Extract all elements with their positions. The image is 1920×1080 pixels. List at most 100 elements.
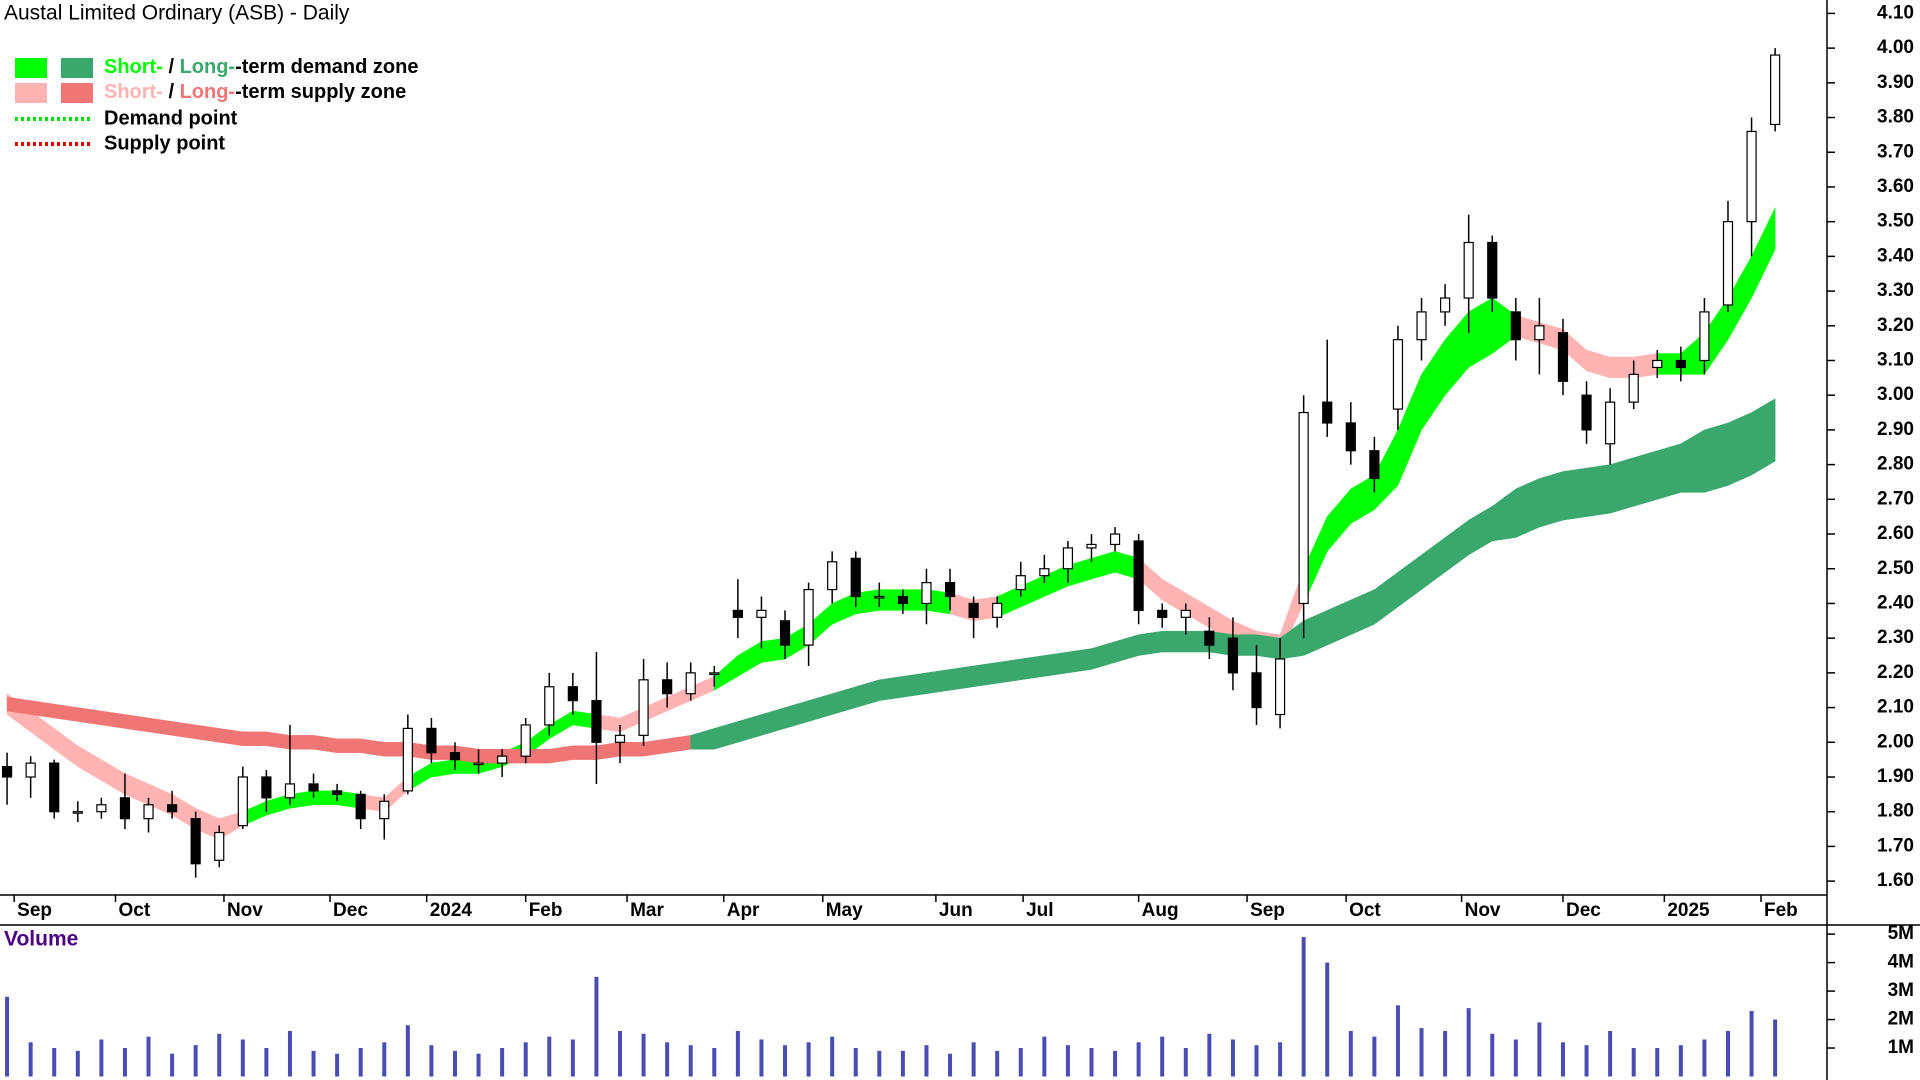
volume-bar [759, 1039, 764, 1077]
volume-bar [877, 1050, 882, 1077]
volume-bar [5, 996, 10, 1077]
volume-bar [476, 1053, 481, 1077]
y-tick-label: 2.20 [1877, 662, 1914, 683]
volume-bar [1655, 1048, 1660, 1077]
candle-body [614, 734, 626, 743]
candle-body [25, 762, 36, 778]
y-tick-label: 3.30 [1877, 280, 1914, 301]
candle-body [1605, 401, 1616, 445]
y-tick-label: 3.80 [1877, 107, 1914, 128]
zone-band [1657, 207, 1776, 375]
volume-label: Volume [4, 928, 78, 951]
legend-swatch [61, 58, 93, 78]
candle-body [261, 776, 272, 799]
volume-bar [1230, 1039, 1235, 1077]
y-tick-label: 2.30 [1877, 627, 1914, 648]
volume-bar [122, 1048, 127, 1077]
x-tick-label: Feb [1764, 900, 1798, 921]
volume-bar [1443, 1030, 1448, 1077]
volume-bar [1160, 1036, 1165, 1077]
volume-bar [1702, 1039, 1707, 1077]
volume-bar [1301, 936, 1306, 1077]
chart-title: Austal Limited Ordinary (ASB) - Daily [4, 2, 350, 25]
candle-body [1109, 533, 1121, 546]
candle-body [1581, 394, 1592, 431]
zone-band [6, 696, 691, 764]
legend-text: Short- [104, 81, 163, 103]
candle-body [1675, 359, 1686, 369]
x-tick-label: Sep [1250, 900, 1285, 921]
candle-body [1392, 339, 1404, 410]
volume-bar [52, 1048, 57, 1077]
volume-bar [783, 1045, 788, 1077]
volume-bar [240, 1039, 245, 1077]
legend-text: / [163, 81, 180, 103]
volume-bar [971, 1042, 976, 1077]
volume-bar [570, 1039, 575, 1077]
volume-bar [1325, 962, 1330, 1077]
x-tick-label: Mar [630, 900, 664, 921]
candle-body [567, 686, 578, 702]
x-tick-label: Oct [119, 900, 151, 921]
candle-body [827, 561, 838, 591]
volume-bar [1254, 1045, 1259, 1077]
volume-bar [335, 1053, 340, 1077]
candle-body [1015, 575, 1026, 591]
volume-bar [1372, 1036, 1377, 1077]
candle-body [1439, 297, 1451, 313]
candle-body [119, 797, 131, 820]
candle-body [1699, 311, 1710, 362]
candle-body [921, 582, 932, 605]
y-tick-label: 3.60 [1877, 176, 1914, 197]
volume-bar [99, 1039, 104, 1077]
volume-tick-label: 3M [1888, 980, 1914, 1001]
x-tick-label: Apr [727, 900, 760, 921]
volume-bar [1749, 1011, 1754, 1077]
candle-body [874, 595, 885, 599]
y-tick-label: 3.40 [1877, 245, 1914, 266]
volume-bar [1419, 1028, 1424, 1077]
legend-swatch [15, 83, 47, 103]
legend-swatch [15, 58, 47, 78]
volume-bar [382, 1042, 387, 1077]
candle-body [1274, 658, 1286, 716]
candle-body [1322, 401, 1333, 424]
zone-band [690, 398, 1776, 750]
candle-body [897, 595, 908, 605]
volume-bar [924, 1045, 929, 1077]
volume-bar [1631, 1048, 1636, 1077]
candle-body [1345, 422, 1356, 452]
volume-bar [594, 976, 599, 1077]
x-tick-label: Dec [333, 900, 368, 921]
volume-bar [452, 1050, 457, 1077]
volume-bar [1466, 1008, 1471, 1077]
candle-body [1416, 311, 1427, 341]
candle-body [803, 588, 814, 646]
candles [1, 48, 1781, 1077]
candle-body [426, 727, 437, 754]
candle-body [850, 557, 861, 598]
y-tick-label: 2.80 [1877, 454, 1914, 475]
candle-body [1510, 311, 1521, 341]
volume-bar [1278, 1042, 1283, 1077]
y-tick-label: 1.70 [1877, 835, 1914, 856]
volume-bar [547, 1036, 552, 1077]
candle-body [49, 762, 60, 813]
volume-tick-label: 4M [1888, 952, 1914, 973]
candle-body [402, 727, 413, 792]
y-tick-label: 3.70 [1877, 141, 1914, 162]
candle-body [1770, 54, 1781, 126]
volume-bar [217, 1033, 222, 1077]
candle-body [1652, 359, 1663, 369]
y-tick-label: 2.90 [1877, 419, 1914, 440]
volume-bar [405, 1025, 410, 1077]
candle-body [544, 686, 555, 726]
y-tick-label: 3.10 [1877, 350, 1914, 371]
candle-body [1534, 325, 1545, 341]
candle-body [1039, 568, 1050, 577]
volume-bar [1584, 1045, 1589, 1077]
candle-body [1251, 672, 1262, 709]
legend-entry: Supply point [104, 132, 225, 154]
